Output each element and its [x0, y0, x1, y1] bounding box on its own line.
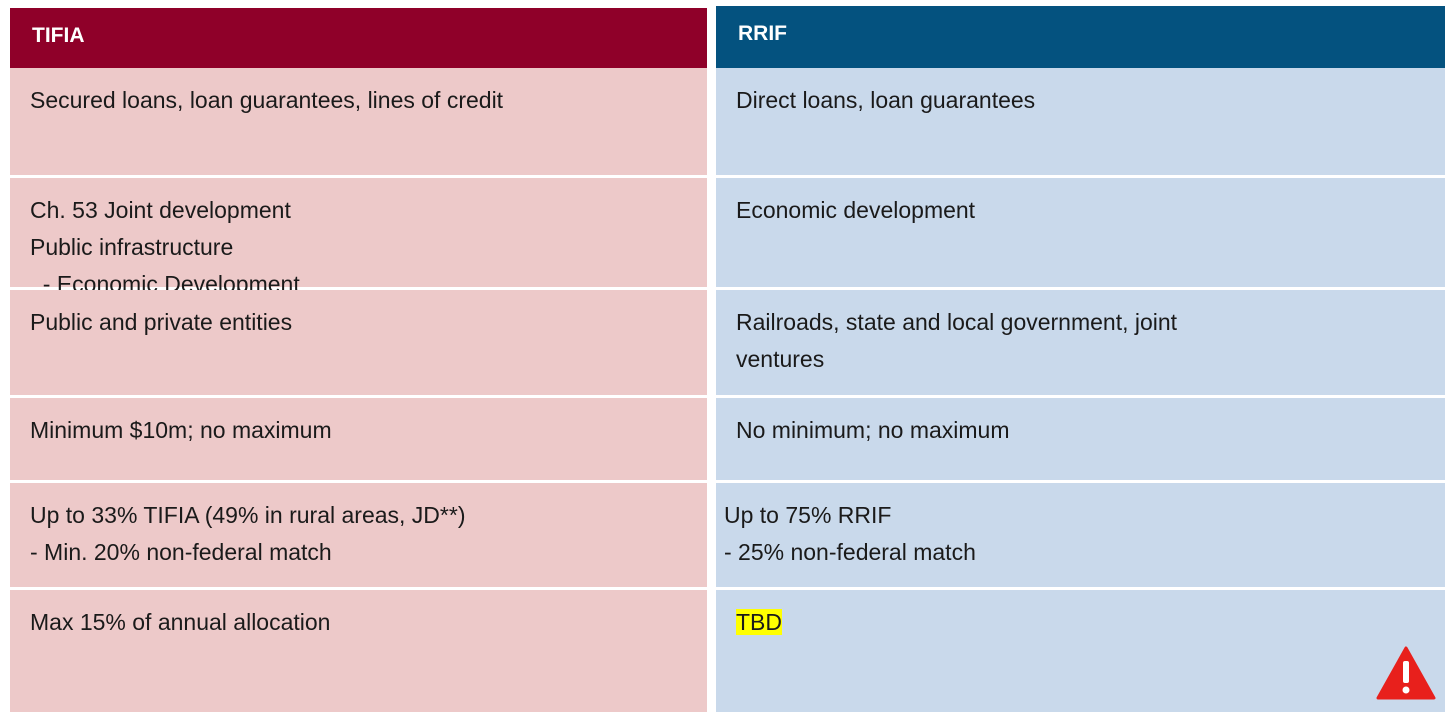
table-cell: Minimum $10m; no maximum	[10, 398, 707, 480]
text: Minimum $10m; no maximum	[30, 417, 332, 443]
table-cell: Economic development	[716, 178, 1445, 287]
text: Up to 75% RRIF	[724, 502, 892, 528]
warning-icon	[1376, 646, 1436, 700]
cell-text: TBD	[736, 604, 1425, 641]
cell-text: Direct loans, loan guarantees	[736, 82, 1425, 119]
table-cell: Max 15% of annual allocation	[10, 590, 707, 712]
table-cell: No minimum; no maximum	[716, 398, 1445, 480]
text: Max 15% of annual allocation	[30, 609, 331, 635]
text: Direct loans, loan guarantees	[736, 87, 1036, 113]
header-cell: TIFIA	[10, 8, 707, 68]
cell-text: Secured loans, loan guarantees, lines of…	[30, 82, 687, 119]
cell-text: Up to 33% TIFIA (49% in rural areas, JD*…	[30, 497, 687, 534]
table-cell: Railroads, state and local government, j…	[716, 290, 1445, 395]
text: Public and private entities	[30, 309, 293, 335]
cell-text: Max 15% of annual allocation	[30, 604, 687, 641]
text: Ch. 53 Joint development	[30, 197, 291, 223]
highlighted-text: TBD	[736, 609, 782, 635]
table-cell: TBD	[716, 590, 1445, 712]
table-cell: Secured loans, loan guarantees, lines of…	[10, 68, 707, 175]
text: Up to 33% TIFIA (49% in rural areas, JD*…	[30, 502, 466, 528]
text: - 25% non-federal match	[724, 539, 976, 565]
text: Secured loans, loan guarantees, lines of…	[30, 87, 504, 113]
table-cell: Up to 75% RRIF - 25% non-federal match	[716, 483, 1445, 587]
cell-text: ventures	[736, 341, 1425, 378]
table-cell: Ch. 53 Joint development Public infrastru…	[10, 178, 707, 297]
table-cell: Up to 33% TIFIA (49% in rural areas, JD*…	[10, 483, 707, 587]
cell-text: Railroads, state and local government, j…	[736, 304, 1425, 341]
text: Public infrastructure	[30, 234, 234, 260]
cell-text: Public and private entities	[30, 304, 687, 341]
cell-text: Economic development	[736, 192, 1425, 229]
cell-text: - Min. 20% non-federal match	[30, 534, 687, 571]
cell-text: No minimum; no maximum	[736, 412, 1425, 449]
text: - Min. 20% non-federal match	[30, 539, 332, 565]
cell-text: Up to 75% RRIF	[724, 497, 1425, 534]
cell-text: Ch. 53 Joint development	[30, 192, 687, 229]
table-cell: Direct loans, loan guarantees	[716, 68, 1445, 175]
cell-text: Minimum $10m; no maximum	[30, 412, 687, 449]
text: Economic development	[736, 197, 976, 223]
cell-text: - 25% non-federal match	[724, 534, 1425, 571]
header-cell: RRIF	[716, 6, 1445, 68]
cell-text: Public infrastructure	[30, 229, 687, 266]
text: No minimum; no maximum	[736, 417, 1010, 443]
text: Railroads, state and local government, j…	[736, 309, 1178, 335]
table-cell: Public and private entities	[10, 290, 707, 395]
text: ventures	[736, 346, 825, 372]
